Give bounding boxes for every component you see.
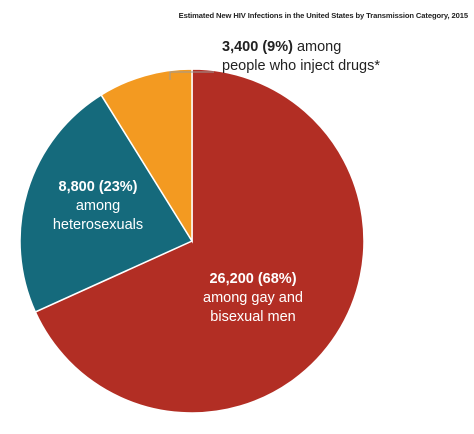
- slice-label-heterosexual: 8,800 (23%) among heterosexuals: [38, 178, 158, 235]
- slice-value-label: 8,800 (23%): [58, 179, 138, 195]
- slice-label-gay-bisexual-men: 26,200 (68%) among gay and bisexual men: [178, 270, 328, 327]
- slice-value-label: 26,200 (68%): [209, 271, 297, 287]
- slice-label-line: bisexual men: [210, 309, 296, 325]
- chart-title: Estimated New HIV Infections in the Unit…: [178, 11, 468, 20]
- slice-injection-drug-use: [100, 68, 193, 244]
- slice-heterosexual: [19, 93, 194, 313]
- slice-label-line: people who inject drugs*: [222, 58, 380, 74]
- slice-gay-bisexual-men: [34, 68, 365, 414]
- slice-label-line: among: [296, 39, 342, 55]
- slice-value-label: 3,400 (9%): [222, 39, 293, 55]
- slice-label-line: among: [75, 198, 121, 214]
- slice-label-injection-drug-use: 3,400 (9%) among people who inject drugs…: [222, 38, 380, 76]
- leader-line: [169, 71, 214, 80]
- slice-label-line: among gay and: [203, 290, 303, 306]
- slice-label-line: heterosexuals: [52, 217, 144, 233]
